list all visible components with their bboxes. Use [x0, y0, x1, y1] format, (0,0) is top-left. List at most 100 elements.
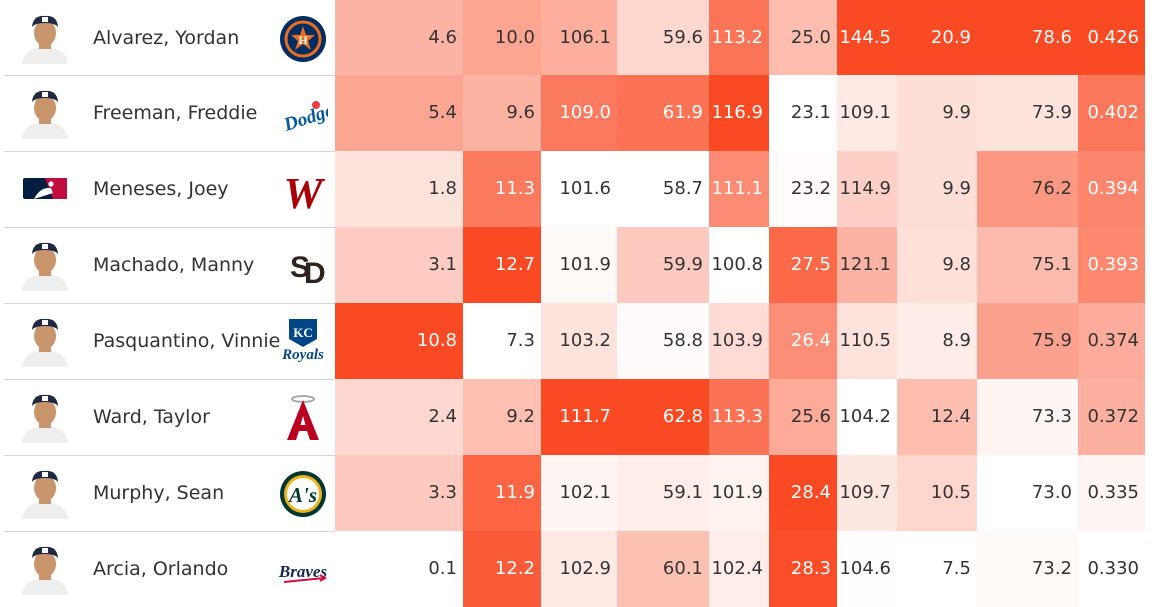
stat-cell: 103.2: [541, 303, 617, 379]
stat-cell: 10.0: [463, 0, 541, 76]
stat-cell: 9.8: [897, 227, 977, 303]
stat-cell: 28.4: [769, 455, 837, 531]
svg-text:KC: KC: [293, 325, 313, 340]
stat-cell: 3.3: [335, 455, 463, 531]
stat-cell: 103.9: [709, 303, 769, 379]
player-headshot-icon: [18, 467, 72, 519]
table-row[interactable]: Meneses, Joey W 1.8 11.3 101.6 58.7 111.1 23.2 1…: [0, 151, 1145, 227]
stat-cell: 23.2: [769, 151, 837, 227]
svg-text:Royals: Royals: [281, 347, 324, 363]
stat-cell: 7.3: [463, 303, 541, 379]
stat-cell: 3.1: [335, 227, 463, 303]
stat-cell: 101.9: [541, 227, 617, 303]
royals-logo-icon: KC Royals: [278, 317, 328, 367]
stat-cell: 73.9: [977, 75, 1078, 151]
braves-logo-icon: Braves: [278, 545, 328, 595]
table-row[interactable]: Pasquantino, Vinnie KC Royals 10.8 7.3 103.2 5…: [0, 303, 1145, 379]
svg-text:W: W: [283, 169, 325, 215]
stat-cell: 0.372: [1078, 379, 1145, 455]
stat-cell: 9.9: [897, 75, 977, 151]
stat-cell: 59.6: [617, 0, 709, 76]
angels-logo-icon: [278, 393, 328, 443]
stat-cell: 113.2: [709, 0, 769, 76]
stat-cell: 101.9: [709, 455, 769, 531]
stat-cell: 59.1: [617, 455, 709, 531]
stat-cell: 76.2: [977, 151, 1078, 227]
svg-text:S: S: [290, 251, 310, 284]
table-row[interactable]: Alvarez, Yordan H 4.6 10.0 106.1 59.6 113.2 25.…: [0, 0, 1145, 76]
stat-cell: 113.3: [709, 379, 769, 455]
stat-cell: 110.5: [837, 303, 897, 379]
stat-cell: 102.4: [709, 531, 769, 607]
stat-cell: 73.3: [977, 379, 1078, 455]
stat-cell: 0.426: [1078, 0, 1145, 76]
stat-cell: 75.9: [977, 303, 1078, 379]
stat-cell: 102.9: [541, 531, 617, 607]
player-name[interactable]: Arcia, Orlando: [93, 558, 229, 580]
player-name[interactable]: Ward, Taylor: [93, 406, 210, 428]
stat-cell: 12.4: [897, 379, 977, 455]
player-headshot-icon: [18, 391, 72, 443]
stat-cell: 25.6: [769, 379, 837, 455]
stat-cell: 62.8: [617, 379, 709, 455]
stat-cell: 2.4: [335, 379, 463, 455]
stat-cell: 26.4: [769, 303, 837, 379]
stat-cell: 101.6: [541, 151, 617, 227]
stat-cell: 11.3: [463, 151, 541, 227]
stat-cell: 58.7: [617, 151, 709, 227]
stat-cell: 109.1: [837, 75, 897, 151]
player-headshot-icon: [18, 12, 72, 64]
stat-cell: 0.394: [1078, 151, 1145, 227]
table-row[interactable]: Freeman, Freddie Dodgers 5.4 9.6 109.0 61.9 11…: [0, 75, 1145, 151]
stat-cell: 0.393: [1078, 227, 1145, 303]
stat-cell: 8.9: [897, 303, 977, 379]
player-name[interactable]: Meneses, Joey: [93, 178, 229, 200]
stat-cell: 12.2: [463, 531, 541, 607]
stat-cell: 12.7: [463, 227, 541, 303]
mlb-logo-icon: [18, 163, 72, 215]
stat-cell: 7.5: [897, 531, 977, 607]
player-headshot-icon: [18, 239, 72, 291]
stat-cell: 73.0: [977, 455, 1078, 531]
player-name[interactable]: Machado, Manny: [93, 254, 255, 276]
stat-cell: 0.374: [1078, 303, 1145, 379]
player-headshot-icon: [18, 543, 72, 595]
stat-cell: 58.8: [617, 303, 709, 379]
table-row[interactable]: Murphy, Sean A's 3.3 11.9 102.1 59.1 101.9 28.4…: [0, 455, 1145, 531]
player-name[interactable]: Alvarez, Yordan: [93, 27, 240, 49]
stat-cell: 75.1: [977, 227, 1078, 303]
table-row[interactable]: Machado, Manny S D 3.1 12.7 101.9 59.9 100.8 27.…: [0, 227, 1145, 303]
table-row[interactable]: Ward, Taylor 2.4 9.2 111.7 62.8 113.3 25.6 104.…: [0, 379, 1145, 455]
player-name[interactable]: Murphy, Sean: [93, 482, 225, 504]
stat-cell: 144.5: [837, 0, 897, 76]
stat-cell: 109.0: [541, 75, 617, 151]
stat-cell: 61.9: [617, 75, 709, 151]
svg-text:Dodgers: Dodgers: [281, 96, 328, 137]
stat-cell: 59.9: [617, 227, 709, 303]
stat-cell: 0.1: [335, 531, 463, 607]
stat-cell: 27.5: [769, 227, 837, 303]
player-name[interactable]: Freeman, Freddie: [93, 102, 258, 124]
stat-cell: 10.8: [335, 303, 463, 379]
stat-cell: 10.5: [897, 455, 977, 531]
svg-text:D: D: [304, 257, 326, 290]
stat-cell: 106.1: [541, 0, 617, 76]
stat-cell: 116.9: [709, 75, 769, 151]
player-name[interactable]: Pasquantino, Vinnie: [93, 330, 281, 352]
stat-cell: 114.9: [837, 151, 897, 227]
table-row[interactable]: Arcia, Orlando Braves 0.1 12.2 102.9 60.1 102.…: [0, 531, 1145, 607]
stat-cell: 0.335: [1078, 455, 1145, 531]
svg-text:H: H: [298, 33, 308, 47]
svg-text:A's: A's: [287, 483, 317, 507]
stat-cell: 9.9: [897, 151, 977, 227]
stat-cell: 9.2: [463, 379, 541, 455]
stat-cell: 25.0: [769, 0, 837, 76]
stat-cell: 121.1: [837, 227, 897, 303]
nationals-logo-icon: W: [278, 165, 328, 218]
stat-cell: 28.3: [769, 531, 837, 607]
stat-cell: 73.2: [977, 531, 1078, 607]
stat-cell: 102.1: [541, 455, 617, 531]
player-headshot-icon: [18, 315, 72, 367]
